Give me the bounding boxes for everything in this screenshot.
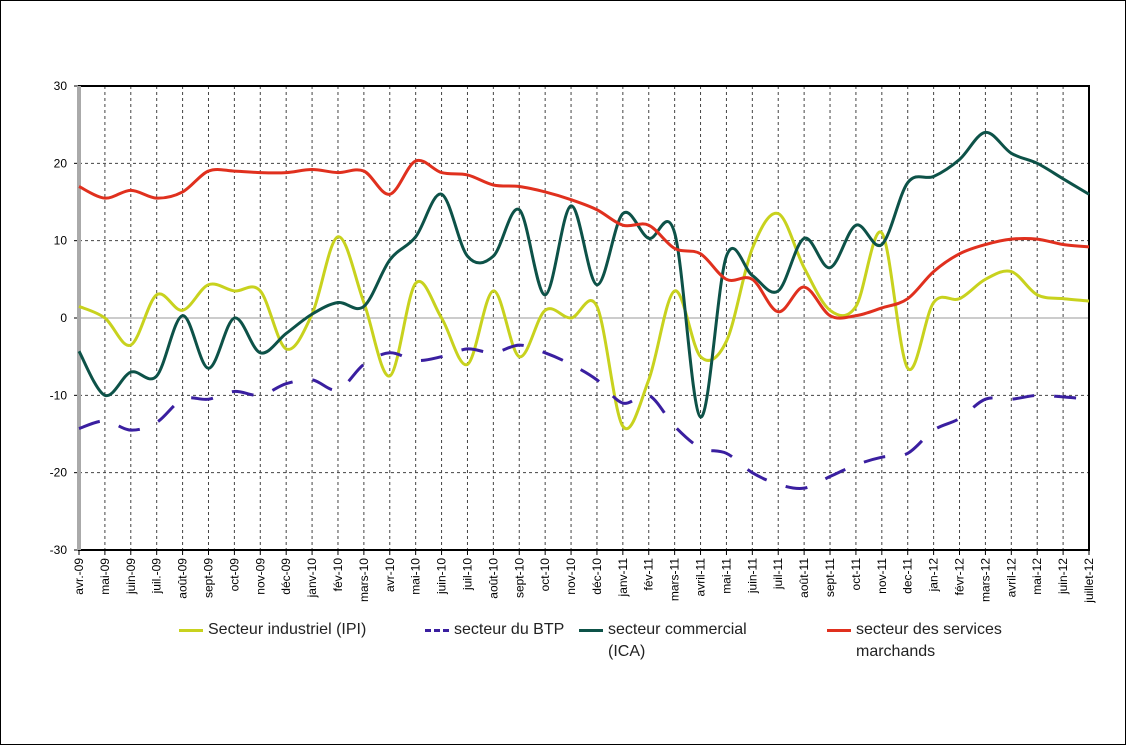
legend-swatch [579,629,603,632]
series-line [78,158,1090,320]
y-tick-label: 20 [54,156,68,170]
x-tick-label: avril-12 [1004,558,1018,598]
x-tick-label: nov-10 [564,558,578,595]
y-tick-label: 0 [60,311,67,325]
x-tick-label: mai-11 [719,558,733,594]
legend-entry: secteur du BTP [425,619,575,641]
legend-label: secteur du BTP [454,621,565,638]
x-tick-label: avr-10 [383,558,397,592]
legend-label: secteur des services marchands [856,621,1002,660]
x-tick-label: fév-11 [642,558,656,591]
chart: -30 -20 -10 0 10 20 30 avr.-09 mai-09 juin-09 juil… [50,79,1096,604]
x-tick-label: sept-11 [823,558,837,597]
x-tick-label: sept-09 [201,558,215,598]
legend-entry: Secteur industriel (IPI) [179,619,409,641]
legend-swatch [827,629,851,632]
x-tick-label: mars-11 [668,558,682,601]
x-tick-label: août-11 [797,558,811,598]
x-tick-label: avril-11 [694,558,708,597]
x-tick-label: dec-11 [901,558,915,594]
x-tick-label: mai-10 [409,558,423,595]
x-tick-label: juin-12 [1056,558,1070,595]
x-tick-label: juin-11 [745,558,759,594]
y-tick-label: 30 [54,79,68,93]
x-tick-label: janv-10 [305,558,319,599]
legend-label: secteur commercial (ICA) [608,621,747,660]
x-tick-label: juin-09 [124,558,138,595]
series-line [78,211,1090,431]
x-tick-label: mars-10 [357,558,371,602]
legend-entry: secteur des services marchands [827,619,1027,663]
y-tick-label: 10 [54,234,68,248]
x-tick-label: juin-10 [435,558,449,595]
legend-entry: secteur commercial (ICA) [579,619,804,663]
x-tick-label: août-10 [486,558,500,599]
x-tick-label: fév-10 [331,558,345,592]
x-tick-label: mars-12 [978,558,992,602]
x-tick-label: mai-12 [1030,558,1044,595]
x-tick-label: mai-09 [98,558,112,595]
legend-label: Secteur industriel (IPI) [208,621,367,638]
legend-swatch [425,629,449,632]
x-tick-label: oct-11 [849,558,863,591]
x-tick-label: août-09 [176,558,190,599]
x-tick-label: jan-12 [927,558,941,593]
x-tick-label: oct-09 [227,558,241,592]
x-tick-label: juil-10 [460,558,474,591]
series-line [78,343,1090,490]
y-tick-label: -20 [50,466,68,480]
x-tick-label: déc-09 [279,558,293,595]
x-tick-label: juil.-09 [150,558,164,595]
x-tick-label: nov-09 [253,558,267,595]
x-tick-label: févr-12 [953,558,967,596]
x-tick-label: nov-11 [875,558,889,594]
x-tick-label: avr.-09 [72,558,86,595]
x-tick-label: oct-10 [538,558,552,592]
x-tick-label: juil-11 [771,558,785,590]
x-tick-label: déc-10 [590,558,604,595]
y-tick-label: -30 [50,543,68,557]
x-tick-label: sept-10 [512,558,526,598]
x-tick-label: janv-11 [616,558,630,598]
series-line [77,130,1090,419]
legend-swatch [179,629,203,632]
x-tick-label: juillet-12 [1082,558,1096,604]
y-tick-label: -10 [50,388,68,402]
